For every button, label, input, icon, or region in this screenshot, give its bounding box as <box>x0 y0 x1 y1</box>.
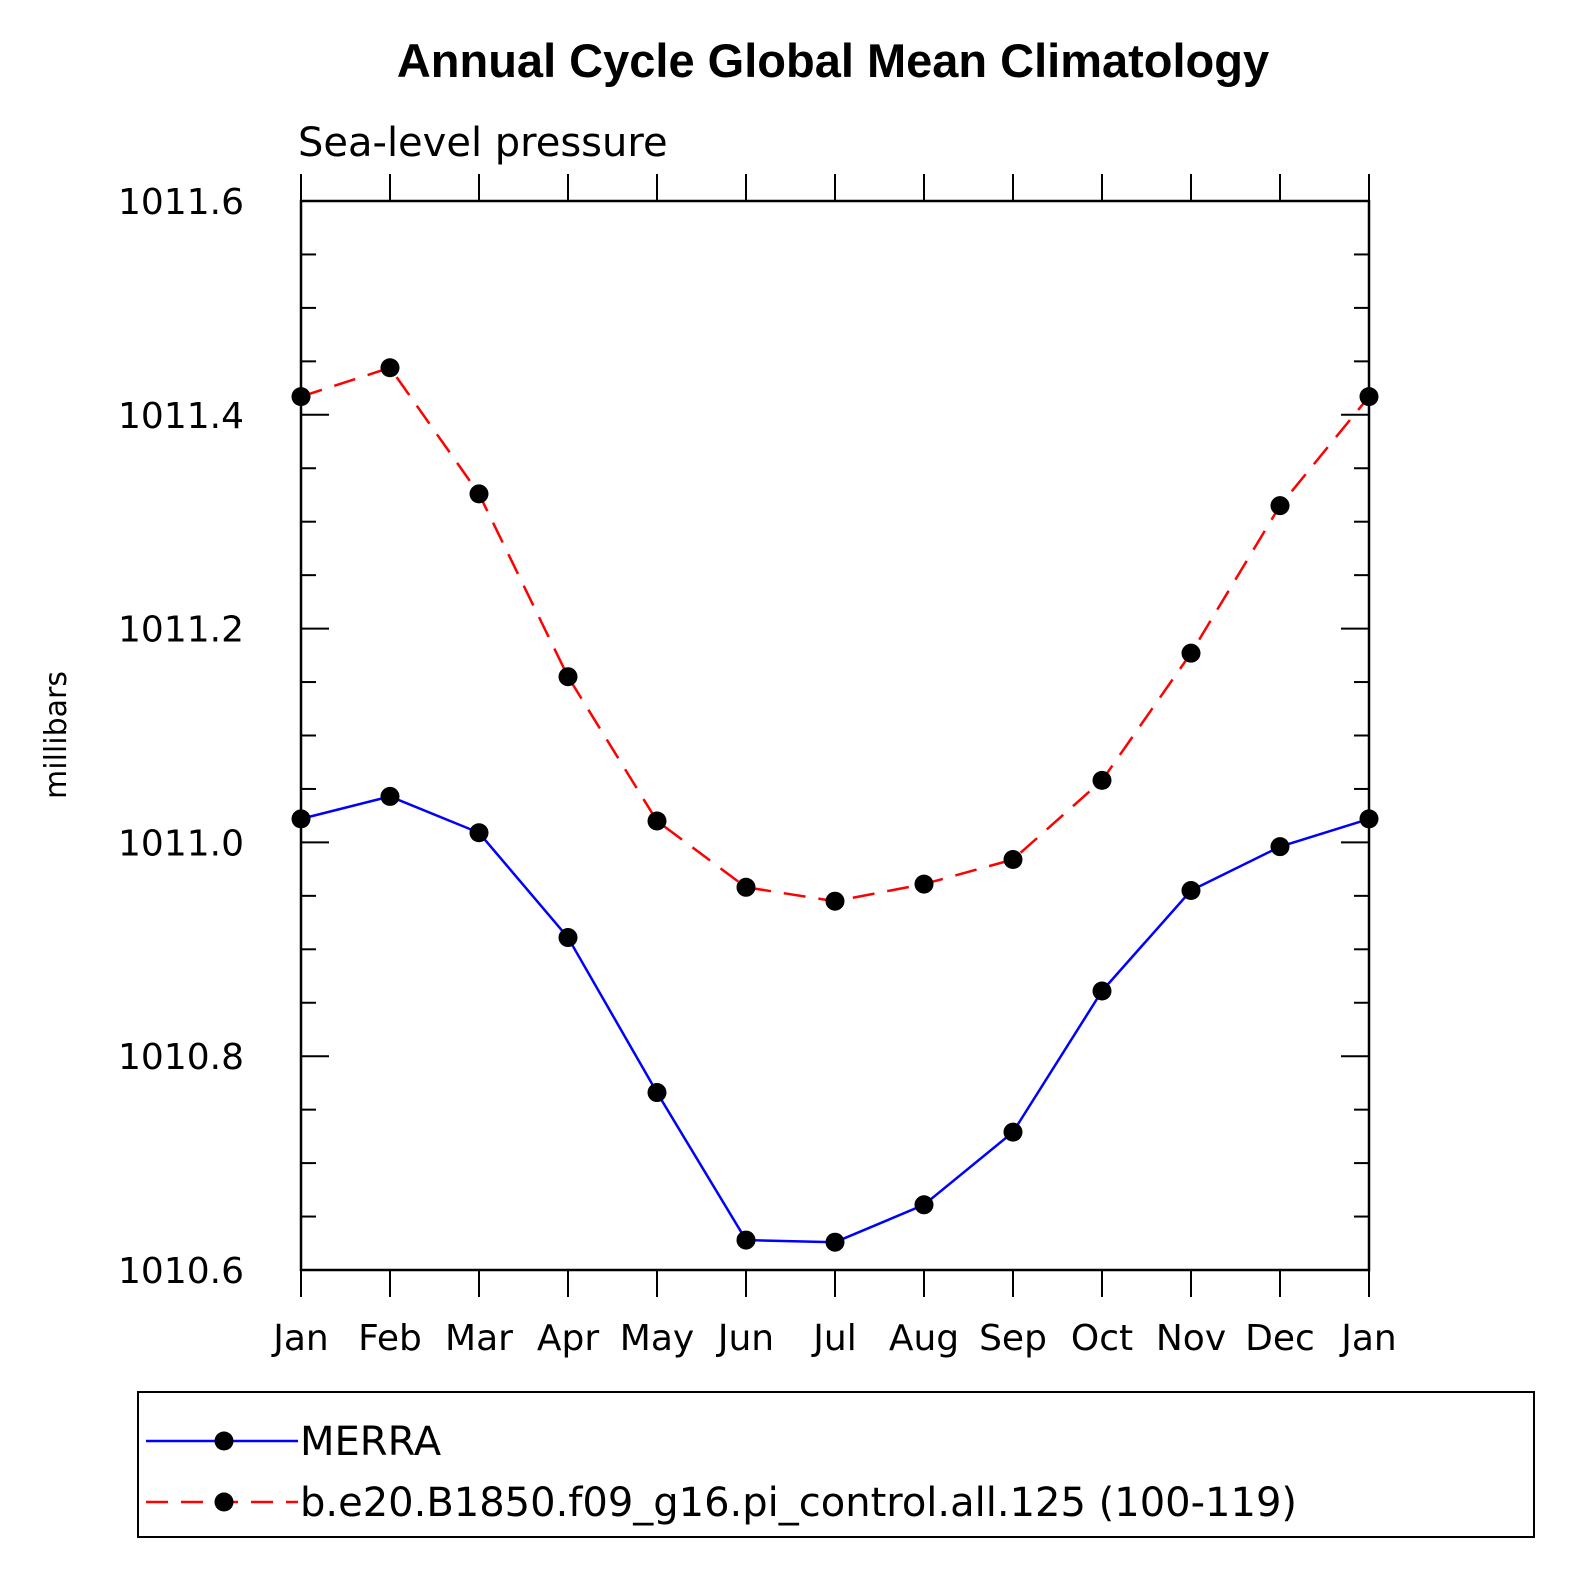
series-1-point <box>736 1230 756 1250</box>
x-tick-label: Apr <box>537 1318 599 1359</box>
series-2-point <box>914 874 934 894</box>
series-2-point <box>380 358 400 378</box>
series-1-point <box>914 1195 934 1215</box>
x-tick-label: Oct <box>1071 1318 1133 1359</box>
legend-marker-2 <box>214 1492 234 1512</box>
series-1-point <box>291 809 311 829</box>
y-axis-label: millibars <box>39 671 74 799</box>
series-2-point <box>647 811 667 831</box>
series-1-point <box>1092 981 1112 1001</box>
x-tick-label: Nov <box>1156 1318 1226 1359</box>
series-2-point <box>291 387 311 407</box>
x-tick-label: Jan <box>271 1318 329 1359</box>
series-1-point <box>825 1232 845 1252</box>
series-2-point <box>736 877 756 897</box>
x-tick-label: Dec <box>1245 1318 1315 1359</box>
x-tick-label: May <box>620 1318 694 1359</box>
y-tick-label: 1011.4 <box>118 396 244 437</box>
series-1-point <box>1003 1122 1023 1142</box>
series-2-point <box>1270 496 1290 516</box>
series-1-point <box>1359 809 1379 829</box>
legend-label-1: MERRA <box>300 1419 442 1465</box>
plot-frame <box>299 199 1371 1272</box>
legend: MERRA b.e20.B1850.f09_g16.pi_control.all.… <box>137 1391 1535 1538</box>
series-2-point <box>1359 387 1379 407</box>
y-tick-label: 1011.6 <box>118 182 244 223</box>
series-line-2 <box>300 366 1370 903</box>
chart-subtitle: Sea-level pressure <box>298 120 668 166</box>
series-1-point <box>1181 881 1201 901</box>
series-2-point <box>1003 850 1023 870</box>
x-tick-label: Jul <box>811 1318 856 1359</box>
legend-marker-1 <box>214 1431 234 1451</box>
series-1-point <box>380 786 400 806</box>
x-tick-label: Sep <box>979 1318 1047 1359</box>
series-2-point <box>1181 643 1201 663</box>
legend-label-2: b.e20.B1850.f09_g16.pi_control.all.125 (… <box>300 1480 1297 1526</box>
x-tick-label: Mar <box>445 1318 513 1359</box>
y-tick-label: 1010.6 <box>118 1251 244 1292</box>
series-2-point <box>558 667 578 687</box>
series-1-point <box>647 1083 667 1103</box>
x-tick-label: Feb <box>358 1318 422 1359</box>
series-2-point <box>825 891 845 911</box>
series-1-point <box>1270 837 1290 857</box>
series-1-point <box>469 823 489 843</box>
y-tick-label: 1011.0 <box>118 823 244 864</box>
y-tick-label: 1010.8 <box>118 1037 244 1078</box>
y-tick-label: 1011.2 <box>118 610 244 651</box>
x-tick-label: Jan <box>1339 1318 1397 1359</box>
legend-box <box>137 1391 1535 1538</box>
chart-title: Annual Cycle Global Mean Climatology <box>397 34 1269 87</box>
x-tick-label: Aug <box>889 1318 959 1359</box>
series-1-point <box>558 928 578 948</box>
series-2-point <box>469 484 489 504</box>
x-tick-label: Jun <box>716 1318 774 1359</box>
plot-area: 1010.6 1010.8 1011.0 1011.2 1011.4 1011.6 Jan F… <box>118 174 1397 1359</box>
series-line-1 <box>300 795 1370 1244</box>
series-2-point <box>1092 770 1112 790</box>
